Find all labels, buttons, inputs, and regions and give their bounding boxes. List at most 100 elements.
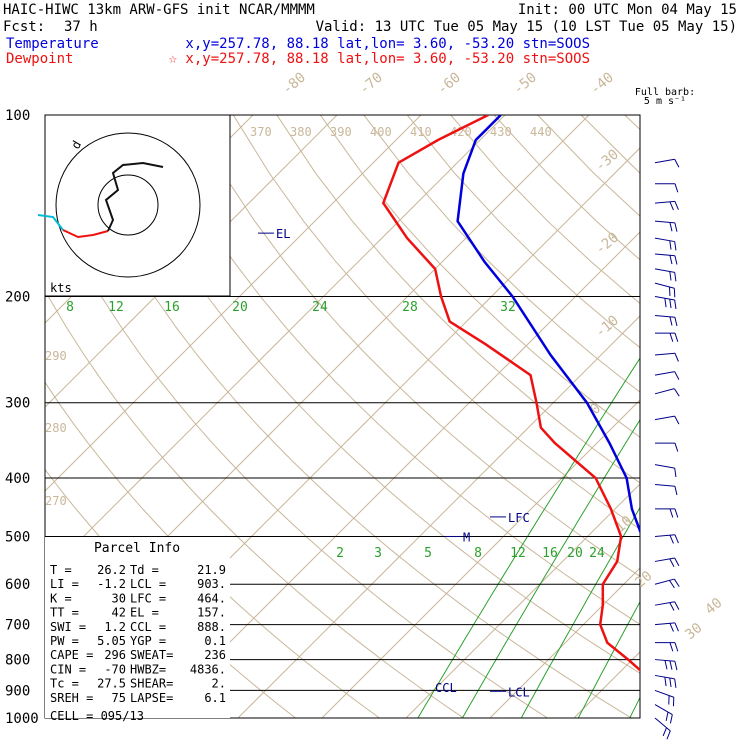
mixing-ratio-label: 12 bbox=[510, 546, 526, 561]
parcel-value: 464. bbox=[197, 591, 226, 605]
dry-adiabat-line bbox=[145, 115, 640, 625]
wind-barb-flag bbox=[664, 677, 667, 687]
dry-adiabat-line bbox=[45, 289, 464, 718]
mixing-ratio-line bbox=[577, 600, 640, 718]
isotherm-line bbox=[237, 315, 640, 718]
dry-adiabat-line bbox=[102, 115, 640, 674]
isotherm-line bbox=[153, 231, 640, 718]
wind-barb-flag bbox=[669, 677, 672, 688]
isotherm-label: 30 bbox=[682, 620, 705, 643]
dry-adiabat-line bbox=[712, 115, 740, 718]
dry-adiabat-line bbox=[45, 188, 548, 718]
wind-barb-flag bbox=[674, 642, 679, 652]
isotherm-line bbox=[45, 115, 422, 492]
parcel-label: LCL = bbox=[130, 577, 166, 591]
wind-barb-staff bbox=[654, 158, 675, 164]
parcel-info-box: Parcel Info T = 26.2 Td = 21.9 LI = -1.2 LCL = 9… bbox=[45, 537, 230, 723]
wind-barb-flag bbox=[669, 623, 674, 632]
wind-barb-flag bbox=[669, 580, 675, 589]
wind-barb-flag bbox=[674, 332, 679, 342]
wind-barb-flag bbox=[664, 660, 668, 670]
pressure-tick-label: 900 bbox=[5, 683, 30, 699]
hodograph-units-label: kts bbox=[50, 281, 72, 295]
pressure-tick-label: 1000 bbox=[5, 711, 39, 727]
parcel-box bbox=[45, 537, 230, 718]
wind-barb-flag bbox=[669, 255, 673, 265]
hodograph-frame bbox=[44, 114, 231, 297]
wind-barb-flag bbox=[669, 558, 675, 568]
isotherm-label: 40 bbox=[702, 595, 725, 618]
hodograph-ring-inner bbox=[97, 174, 159, 236]
wind-barb-flag bbox=[674, 241, 677, 251]
parcel-label: LAPSE= bbox=[130, 691, 173, 705]
header: HAIC-HIWC 13km ARW-GFS init NCAR/MMMM In… bbox=[3, 2, 737, 67]
dry-adiabat-line bbox=[232, 115, 640, 530]
parcel-value: 236 bbox=[204, 648, 226, 662]
parcel-value: 75 bbox=[112, 691, 126, 705]
wind-barb-flag bbox=[669, 299, 672, 309]
dewpoint-trace bbox=[381, 115, 640, 672]
wind-barb-flag bbox=[662, 727, 667, 737]
hodograph-trace bbox=[37, 214, 64, 231]
wind-barb-staff bbox=[654, 484, 675, 487]
wind-barb-staff bbox=[654, 371, 675, 376]
parcel-label: Tc = bbox=[50, 677, 79, 691]
dry-adiabat-line bbox=[668, 115, 740, 718]
dry-adiabat-line bbox=[537, 115, 640, 217]
parcel-label: LI = bbox=[50, 577, 79, 591]
header-fcst-value: 37 h bbox=[64, 19, 98, 35]
isotherm-line bbox=[489, 567, 640, 718]
temperature-trace bbox=[456, 115, 640, 535]
wind-barb-flag bbox=[664, 298, 667, 308]
dewpoint-info: ☆ x,y=257.78, 88.18 lat,lon= 3.60, -53.2… bbox=[169, 51, 590, 67]
parcel-label: HWBZ= bbox=[130, 662, 166, 676]
wind-barb-flag bbox=[674, 622, 679, 632]
wind-barb-flag bbox=[674, 183, 679, 193]
theta-label: 370 bbox=[250, 125, 272, 139]
mixing-ratio-label: 8 bbox=[474, 546, 482, 561]
barb-header-line2: 5 m s⁻¹ bbox=[644, 96, 686, 107]
wind-barb-flag bbox=[674, 557, 680, 567]
barb-header-line1: Full barb: bbox=[635, 87, 695, 98]
wind-barb-flag bbox=[669, 240, 672, 250]
theta-label: 440 bbox=[530, 125, 552, 139]
temperature-label: Temperature bbox=[6, 36, 99, 52]
dry-adiabat-line bbox=[363, 115, 640, 393]
wind-barb-flag bbox=[669, 332, 674, 342]
pressure-tick-label: 500 bbox=[5, 529, 30, 545]
wind-barb-flag bbox=[669, 602, 675, 611]
mixing-ratio-label: 2 bbox=[336, 546, 344, 561]
dry-adiabat-line bbox=[624, 115, 640, 131]
header-fcst-label: Fcst: bbox=[3, 19, 45, 35]
wind-barb-flag bbox=[674, 486, 678, 496]
wind-barb-staff bbox=[654, 352, 675, 356]
wind-barbs: Full barb: 5 m s⁻¹ bbox=[635, 87, 695, 740]
parcel-label: CAPE = bbox=[50, 648, 93, 662]
hodograph-trace bbox=[62, 229, 109, 239]
parcel-value: 21.9 bbox=[197, 563, 226, 577]
theta-label: 430 bbox=[490, 125, 512, 139]
wind-barb-flag bbox=[674, 159, 680, 168]
wind-barb-flag bbox=[669, 222, 673, 232]
wind-barb-staff bbox=[654, 253, 675, 257]
wind-barb-staff bbox=[654, 282, 675, 289]
wind-barb-flag bbox=[669, 714, 673, 724]
wind-barb-flag bbox=[669, 660, 673, 670]
dry-adiabat-line bbox=[189, 115, 640, 577]
parcel-value: 2. bbox=[212, 677, 226, 691]
level-label: LCL bbox=[508, 685, 530, 699]
theta-label: 420 bbox=[450, 125, 472, 139]
sounding-traces: EL LFC M CCL LCL bbox=[258, 115, 640, 699]
mixing-ratio-label: 24 bbox=[312, 300, 328, 315]
pressure-tick-label: 300 bbox=[5, 396, 30, 412]
mixing-ratio-label: 20 bbox=[567, 546, 583, 561]
dry-adiabat-line bbox=[580, 115, 640, 174]
level-label: CCL bbox=[435, 681, 457, 695]
wind-barb-staff bbox=[654, 268, 675, 273]
wind-barb-flag bbox=[669, 642, 674, 652]
wind-barb-flag bbox=[674, 255, 678, 265]
parcel-value: 0.1 bbox=[204, 634, 226, 648]
wind-barb-flag bbox=[669, 201, 674, 211]
wind-barb-flag bbox=[669, 316, 673, 326]
